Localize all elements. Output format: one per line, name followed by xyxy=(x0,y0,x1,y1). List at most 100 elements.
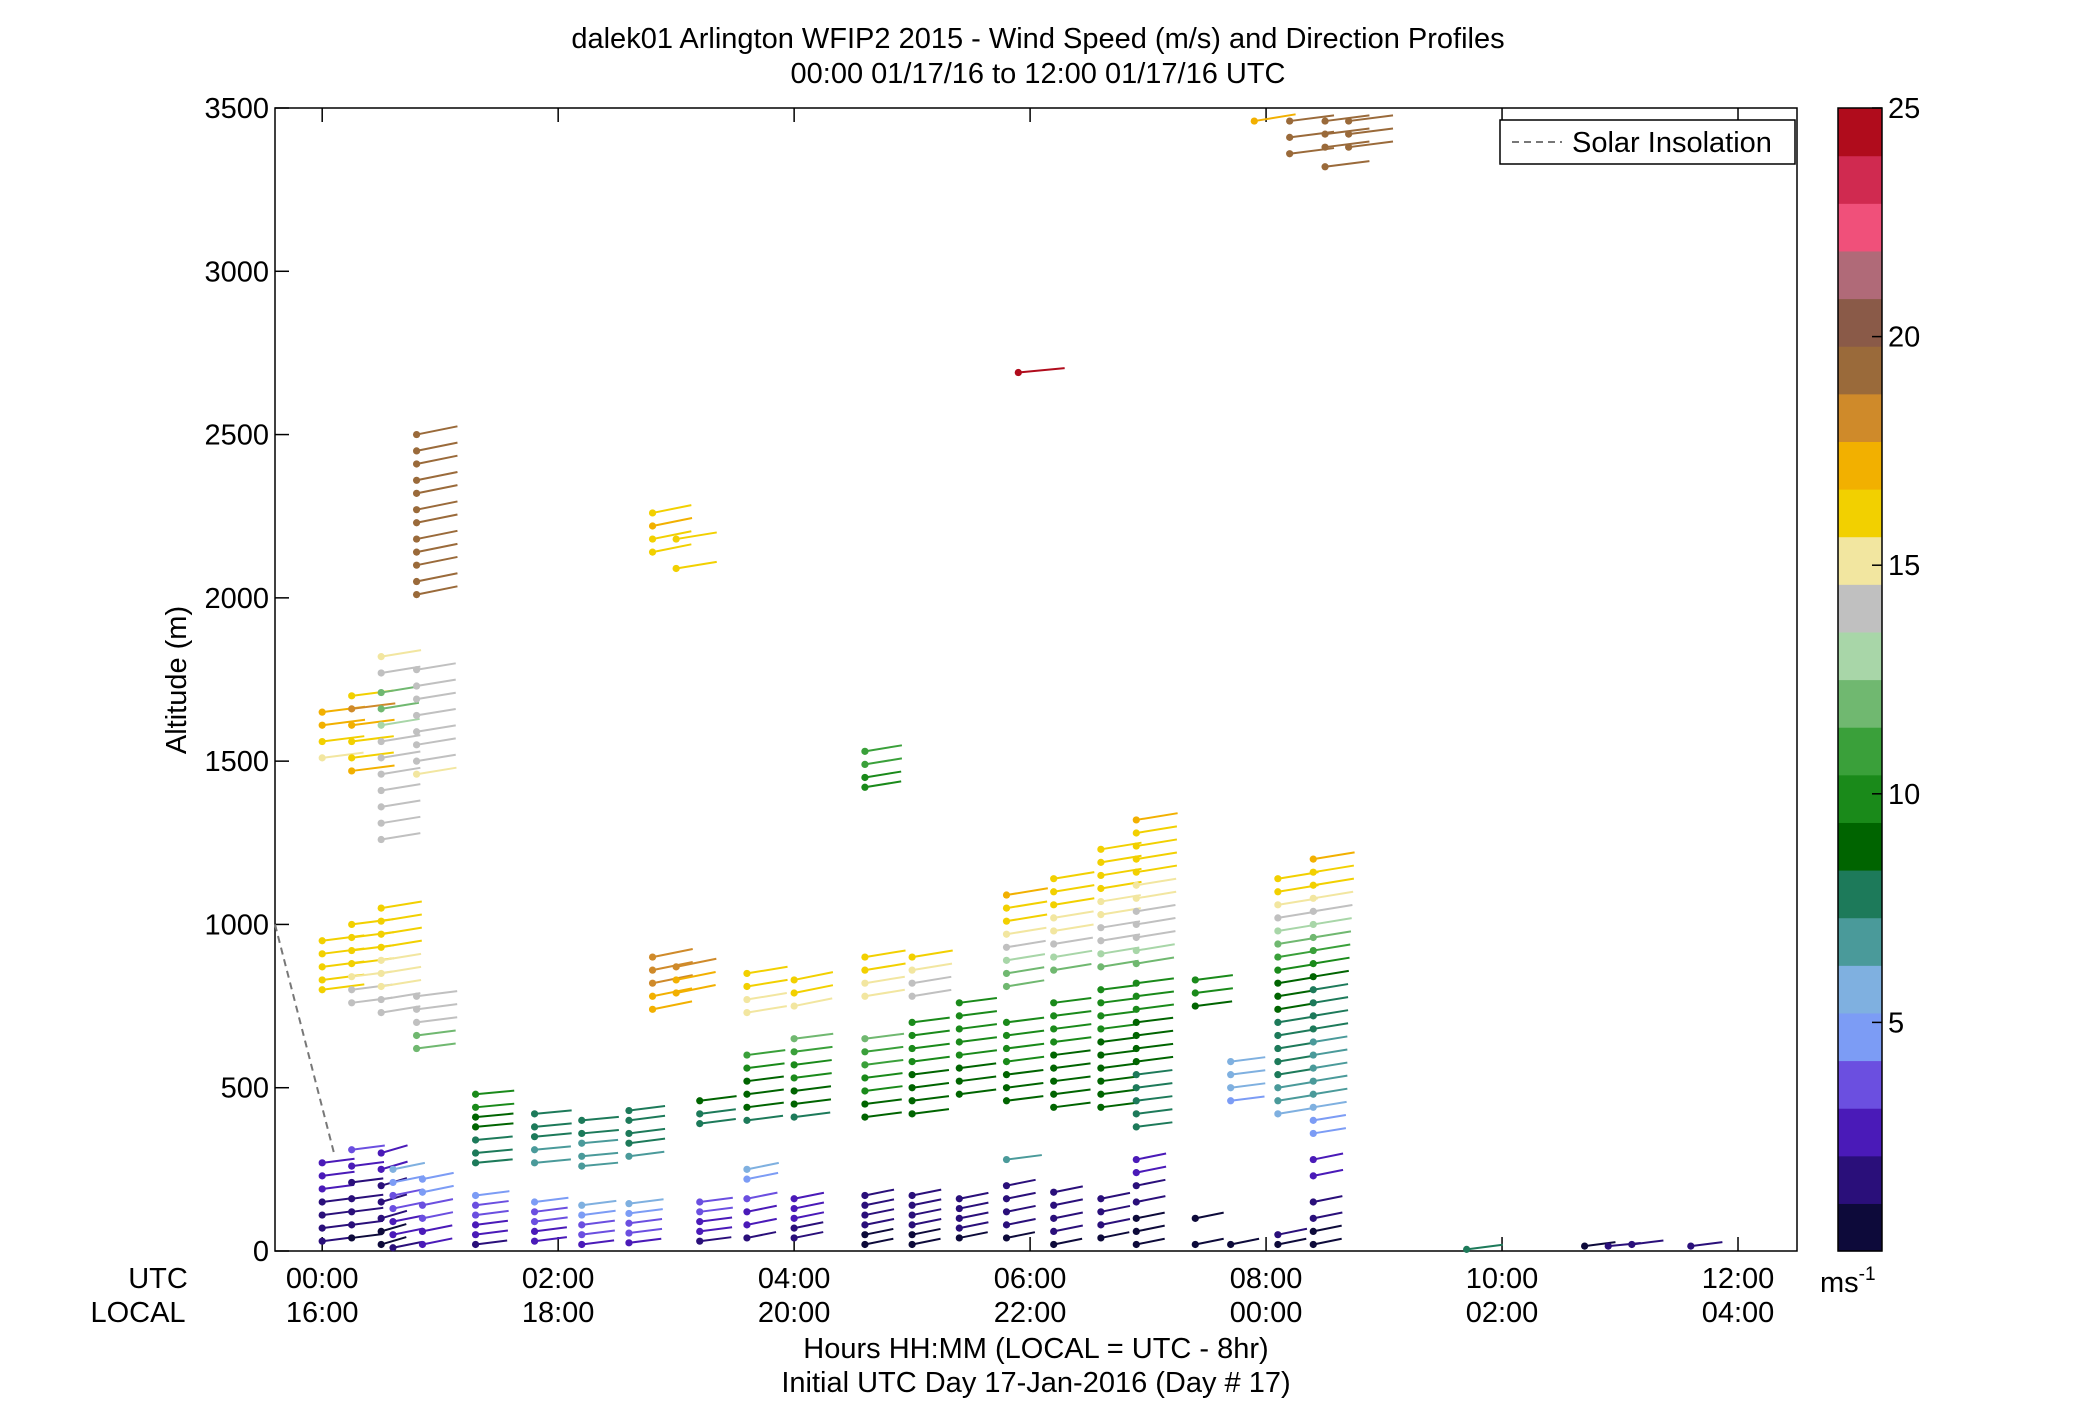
wind-barb-point xyxy=(861,1100,869,1108)
wind-barb-point xyxy=(348,1178,356,1187)
wind-barb-staff xyxy=(675,531,717,541)
wind-barb-point xyxy=(1191,1002,1199,1010)
wind-barb-staff xyxy=(959,1062,997,1070)
wind-barb-staff xyxy=(1006,979,1045,988)
wind-barb-staff xyxy=(1313,1168,1344,1177)
wind-barb-staff xyxy=(381,701,420,710)
colorbar-tick-label: 15 xyxy=(1888,550,1920,582)
wind-barb-point xyxy=(908,1057,916,1066)
colorbar-segment xyxy=(1838,631,1882,681)
wind-barb-staff xyxy=(381,717,420,727)
wind-barb-point xyxy=(1097,845,1105,853)
solar-insolation-line xyxy=(274,924,335,1154)
wind-barb-point xyxy=(743,1234,751,1242)
wind-barb-staff xyxy=(911,949,953,959)
wind-barb-point xyxy=(348,737,356,746)
wind-barb-staff xyxy=(475,1102,515,1109)
wind-barb-staff xyxy=(416,662,456,671)
wind-barb-staff xyxy=(1100,946,1140,955)
wind-barb-point xyxy=(743,1064,751,1072)
wind-barb-point xyxy=(1002,1097,1011,1105)
wind-barb-staff xyxy=(1100,1191,1131,1200)
wind-barb-point xyxy=(743,1090,751,1098)
wind-barb-point xyxy=(1050,1077,1058,1085)
wind-barb-point xyxy=(696,1208,704,1216)
wind-barb-point xyxy=(318,737,326,746)
wind-barb-staff xyxy=(1195,1000,1233,1008)
wind-barb-staff xyxy=(864,757,903,766)
wind-barb-staff xyxy=(322,751,364,759)
wind-barb-point xyxy=(908,1201,916,1209)
colorbar-tick-label: 10 xyxy=(1888,779,1920,811)
wind-barb-point xyxy=(318,1172,326,1180)
wind-barb-point xyxy=(377,705,385,713)
wind-barb-point xyxy=(955,1025,963,1033)
wind-barb-point xyxy=(1309,1012,1317,1020)
wind-barb-point xyxy=(412,1044,421,1053)
wind-barb-point xyxy=(1132,1155,1140,1164)
wind-barb-point xyxy=(1097,1051,1105,1059)
local-row-label: LOCAL xyxy=(90,1297,185,1329)
wind-barb-staff xyxy=(1053,884,1095,893)
wind-barb-staff xyxy=(534,1206,568,1213)
wind-barb-point xyxy=(743,982,751,991)
wind-barb-staff xyxy=(911,1068,950,1076)
wind-barb-staff xyxy=(864,1198,895,1207)
wind-barb-staff xyxy=(1136,877,1177,887)
wind-barb-point xyxy=(648,522,657,530)
wind-barb-staff xyxy=(652,1000,693,1011)
wind-barb-point xyxy=(377,688,385,697)
y-tick-label: 2000 xyxy=(204,583,269,615)
wind-barb-staff xyxy=(746,965,788,975)
wind-barb-staff xyxy=(1053,1075,1091,1083)
wind-barb-point xyxy=(1274,888,1282,896)
wind-barb-staff xyxy=(351,735,394,743)
wind-barb-staff xyxy=(959,1049,998,1057)
wind-barb-point xyxy=(861,992,869,1000)
wind-barb-point xyxy=(625,1106,633,1115)
wind-barb-staff xyxy=(416,572,458,583)
colorbar-segment xyxy=(1838,965,1882,1014)
wind-barb-staff xyxy=(1006,1055,1045,1063)
wind-barb-point xyxy=(625,1139,633,1147)
wind-barb-staff xyxy=(628,1137,666,1145)
wind-barb-staff xyxy=(1006,1191,1036,1200)
wind-barb-staff xyxy=(422,1184,454,1194)
wind-barb-point xyxy=(530,1110,539,1118)
y-tick-label: 1000 xyxy=(204,909,269,941)
wind-barb-point xyxy=(1050,953,1058,961)
wind-barb-point xyxy=(1309,894,1317,902)
wind-barb-staff xyxy=(1195,987,1233,995)
wind-barb-point xyxy=(1002,1057,1011,1066)
wind-barb-point xyxy=(1321,117,1329,125)
wind-barb-staff xyxy=(416,1029,456,1037)
wind-barb-point xyxy=(412,506,421,514)
wind-barb-point xyxy=(1191,1214,1199,1222)
wind-barb-staff xyxy=(534,1236,568,1243)
wind-barb-point xyxy=(625,1229,633,1237)
wind-barb-staff xyxy=(1277,1054,1313,1063)
wind-barb-staff xyxy=(1053,936,1094,946)
wind-barb-staff xyxy=(1230,1069,1266,1076)
wind-barb-point xyxy=(471,1090,480,1098)
wind-barb-point xyxy=(1097,911,1105,919)
wind-barb-point xyxy=(743,1103,751,1111)
wind-barb-staff xyxy=(1136,1016,1174,1024)
wind-barb-staff xyxy=(1053,1036,1092,1043)
wind-barb-point xyxy=(1002,1234,1011,1242)
wind-barb-point xyxy=(1132,979,1140,987)
wind-barb-staff xyxy=(652,947,693,959)
wind-barb-point xyxy=(1097,1012,1105,1020)
wind-barb-staff xyxy=(534,1109,572,1115)
wind-barb-staff xyxy=(392,1188,424,1197)
wind-barb-point xyxy=(1309,1025,1317,1033)
wind-barb-point xyxy=(318,963,326,971)
wind-barb-staff xyxy=(1313,1114,1347,1122)
utc-tick-label: 06:00 xyxy=(994,1263,1067,1295)
wind-barb-point xyxy=(318,1211,326,1219)
wind-barb-point xyxy=(1274,927,1282,935)
wind-barb-point xyxy=(412,489,421,497)
wind-barb-point xyxy=(1309,973,1317,981)
wind-barb-point xyxy=(1309,907,1317,915)
wind-barb-point xyxy=(1286,117,1294,125)
